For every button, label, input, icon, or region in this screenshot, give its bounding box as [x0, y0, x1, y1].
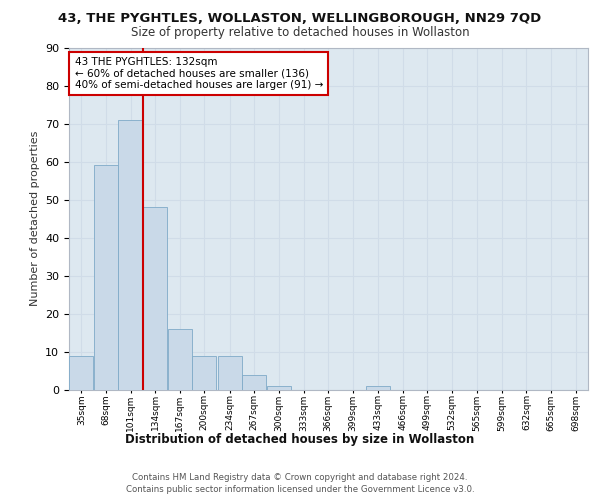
Text: Size of property relative to detached houses in Wollaston: Size of property relative to detached ho… [131, 26, 469, 39]
Bar [94, 166, 118, 390]
Bar [218, 356, 242, 390]
Text: Contains HM Land Registry data © Crown copyright and database right 2024.: Contains HM Land Registry data © Crown c… [132, 472, 468, 482]
Y-axis label: Number of detached properties: Number of detached properties [29, 131, 40, 306]
Bar [267, 386, 291, 390]
Bar [118, 120, 143, 390]
Text: 43 THE PYGHTLES: 132sqm
← 60% of detached houses are smaller (136)
40% of semi-d: 43 THE PYGHTLES: 132sqm ← 60% of detache… [74, 57, 323, 90]
Bar [242, 375, 266, 390]
Text: Distribution of detached houses by size in Wollaston: Distribution of detached houses by size … [125, 432, 475, 446]
Text: 43, THE PYGHTLES, WOLLASTON, WELLINGBOROUGH, NN29 7QD: 43, THE PYGHTLES, WOLLASTON, WELLINGBORO… [58, 12, 542, 26]
Text: Contains public sector information licensed under the Government Licence v3.0.: Contains public sector information licen… [125, 485, 475, 494]
Bar [167, 329, 192, 390]
Bar [192, 356, 217, 390]
Bar [143, 208, 167, 390]
Bar [69, 356, 94, 390]
Bar [366, 386, 390, 390]
